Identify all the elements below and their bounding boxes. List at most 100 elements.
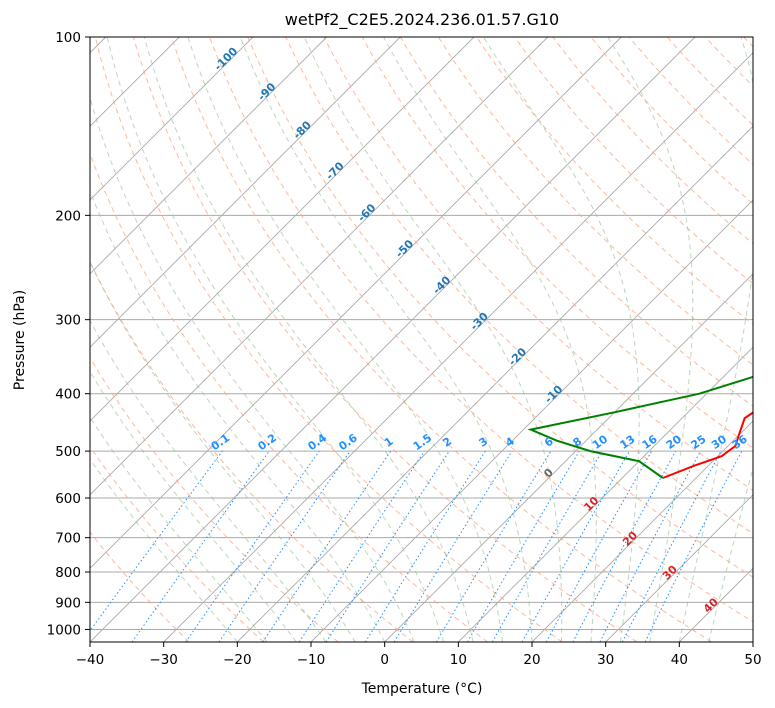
- dry-adiabat-line: [666, 37, 753, 126]
- dry-adiabat-line: [90, 260, 414, 642]
- moist-adiabat-line: [90, 260, 356, 642]
- mixing-ratio-line: [325, 450, 450, 642]
- isotherm-label: -80: [291, 118, 314, 141]
- mixing-ratio-label: 8: [571, 435, 585, 450]
- isotherm-label: 40: [701, 595, 721, 615]
- plot-area: [90, 37, 753, 642]
- moist-adiabat-line: [90, 96, 415, 642]
- isotherm-label: 10: [581, 494, 601, 514]
- isotherm-line: [90, 37, 328, 275]
- x-tick-label: −20: [223, 652, 252, 668]
- x-tick-label: 50: [744, 652, 761, 668]
- y-tick-label: 100: [55, 30, 81, 46]
- isotherm-label: -20: [506, 345, 529, 368]
- moist-adiabat-line: [143, 37, 474, 642]
- mixing-ratio-line: [131, 450, 270, 642]
- isotherm-line: [90, 37, 254, 201]
- y-tick-label: 700: [55, 531, 81, 547]
- isotherm-label: -70: [323, 159, 346, 182]
- mixing-ratio-label: 25: [689, 433, 709, 452]
- mixing-ratio-label: 16: [640, 432, 660, 452]
- isotherm-label: -40: [430, 273, 453, 296]
- mixing-ratio-line: [467, 450, 580, 642]
- isotherm-line: [236, 125, 753, 642]
- x-tick-label: 40: [671, 652, 688, 668]
- x-tick-label: 20: [523, 652, 540, 668]
- dry-adiabat-line: [247, 37, 753, 578]
- mixing-ratio-line: [218, 450, 351, 642]
- moist-adiabat-line: [90, 370, 297, 642]
- mixing-ratio-label: 1: [382, 435, 396, 450]
- moist-adiabat-line: [239, 37, 533, 642]
- y-axis-label: Pressure (hPa): [12, 290, 28, 390]
- dry-adiabat-line: [90, 152, 488, 642]
- mixing-ratio-line: [185, 450, 320, 642]
- dry-adiabat-line: [552, 37, 753, 245]
- dry-adiabat-line: [171, 37, 712, 642]
- y-tick-label: 400: [55, 387, 81, 403]
- dry-adiabat-line: [90, 531, 190, 642]
- dewpoint-profile-line: [527, 375, 753, 479]
- x-tick-label: −30: [149, 652, 178, 668]
- mixing-ratio-line: [545, 450, 653, 642]
- isotherm-label: 30: [660, 563, 680, 583]
- dry-adiabat-line: [704, 37, 753, 87]
- dry-adiabat-line: [90, 356, 339, 642]
- y-tick-label: 500: [55, 444, 81, 460]
- y-tick-label: 900: [55, 595, 81, 611]
- moist-adiabat-line: [90, 458, 238, 642]
- dry-adiabat-line: [323, 37, 753, 491]
- x-tick-label: −40: [76, 652, 105, 668]
- isotherm-label: -100: [212, 44, 241, 73]
- mixing-ratio-label: 20: [664, 432, 684, 452]
- isotherm-label: -60: [355, 201, 378, 224]
- mixing-ratio-line: [572, 450, 677, 642]
- x-tick-label: 10: [450, 652, 467, 668]
- profile-lines: [527, 375, 753, 479]
- isotherm-line: [90, 37, 696, 642]
- mixing-ratio-label: 1.5: [411, 431, 434, 453]
- dry-adiabat-line: [132, 37, 638, 642]
- x-tick-label: 0: [380, 652, 389, 668]
- mixing-ratio-line: [435, 450, 552, 642]
- isotherm-line: [678, 567, 753, 642]
- plot-frame: [89, 36, 754, 643]
- dry-adiabat-line: [94, 37, 563, 642]
- isotherm-label: -10: [542, 383, 565, 406]
- mixing-ratio-label: 3: [477, 435, 491, 450]
- mixing-ratio-label: 0.4: [306, 431, 330, 453]
- mixing-ratio-line: [262, 450, 392, 642]
- mixing-ratio-line: [491, 450, 603, 642]
- y-tick-label: 800: [55, 565, 81, 581]
- mixing-ratio-line: [364, 450, 486, 642]
- y-tick-label: 300: [55, 313, 81, 329]
- mixing-ratio-line: [90, 450, 223, 632]
- mixing-ratio-label: 13: [617, 433, 637, 452]
- dry-adiabat-line: [590, 37, 753, 205]
- moist-adiabat-line: [607, 37, 694, 642]
- mixing-ratio-label: 30: [709, 432, 729, 452]
- moist-adiabat-line: [106, 37, 445, 642]
- temperature-profile-line: [662, 411, 753, 479]
- isotherm-labels: 0.1 0.2 0.4 0.6 1 1.5 2 3 4 6 8 10 13 16 20 25 30 36-100-…: [209, 44, 750, 615]
- y-tick-label: 600: [55, 491, 81, 507]
- dry-adiabat-line: [209, 37, 753, 623]
- mixing-ratio-line: [521, 450, 630, 642]
- dry-adiabat-line: [361, 37, 753, 449]
- axis-ticks: −40 −30 −20 −10 0 10 20 30 40 5010020030040050060…: [47, 30, 762, 668]
- moist-adiabat-line: [383, 37, 597, 642]
- moist-adiabat-line: [303, 37, 563, 642]
- moist-adiabat-line: [90, 189, 386, 642]
- isotherm-label: -50: [393, 237, 416, 260]
- isotherm-line: [90, 37, 401, 348]
- isotherm-line: [384, 273, 753, 642]
- y-tick-label: 200: [55, 208, 81, 224]
- isotherm-line: [90, 37, 475, 422]
- mixing-ratio-label: 6: [542, 435, 556, 450]
- isotherm-line: [310, 199, 753, 642]
- mixing-ratio-line: [393, 450, 513, 642]
- dry-adiabat-line: [437, 37, 753, 366]
- chart-title: wetPf2_C2E5.2024.236.01.57.G10: [285, 10, 559, 30]
- x-tick-label: −10: [297, 652, 326, 668]
